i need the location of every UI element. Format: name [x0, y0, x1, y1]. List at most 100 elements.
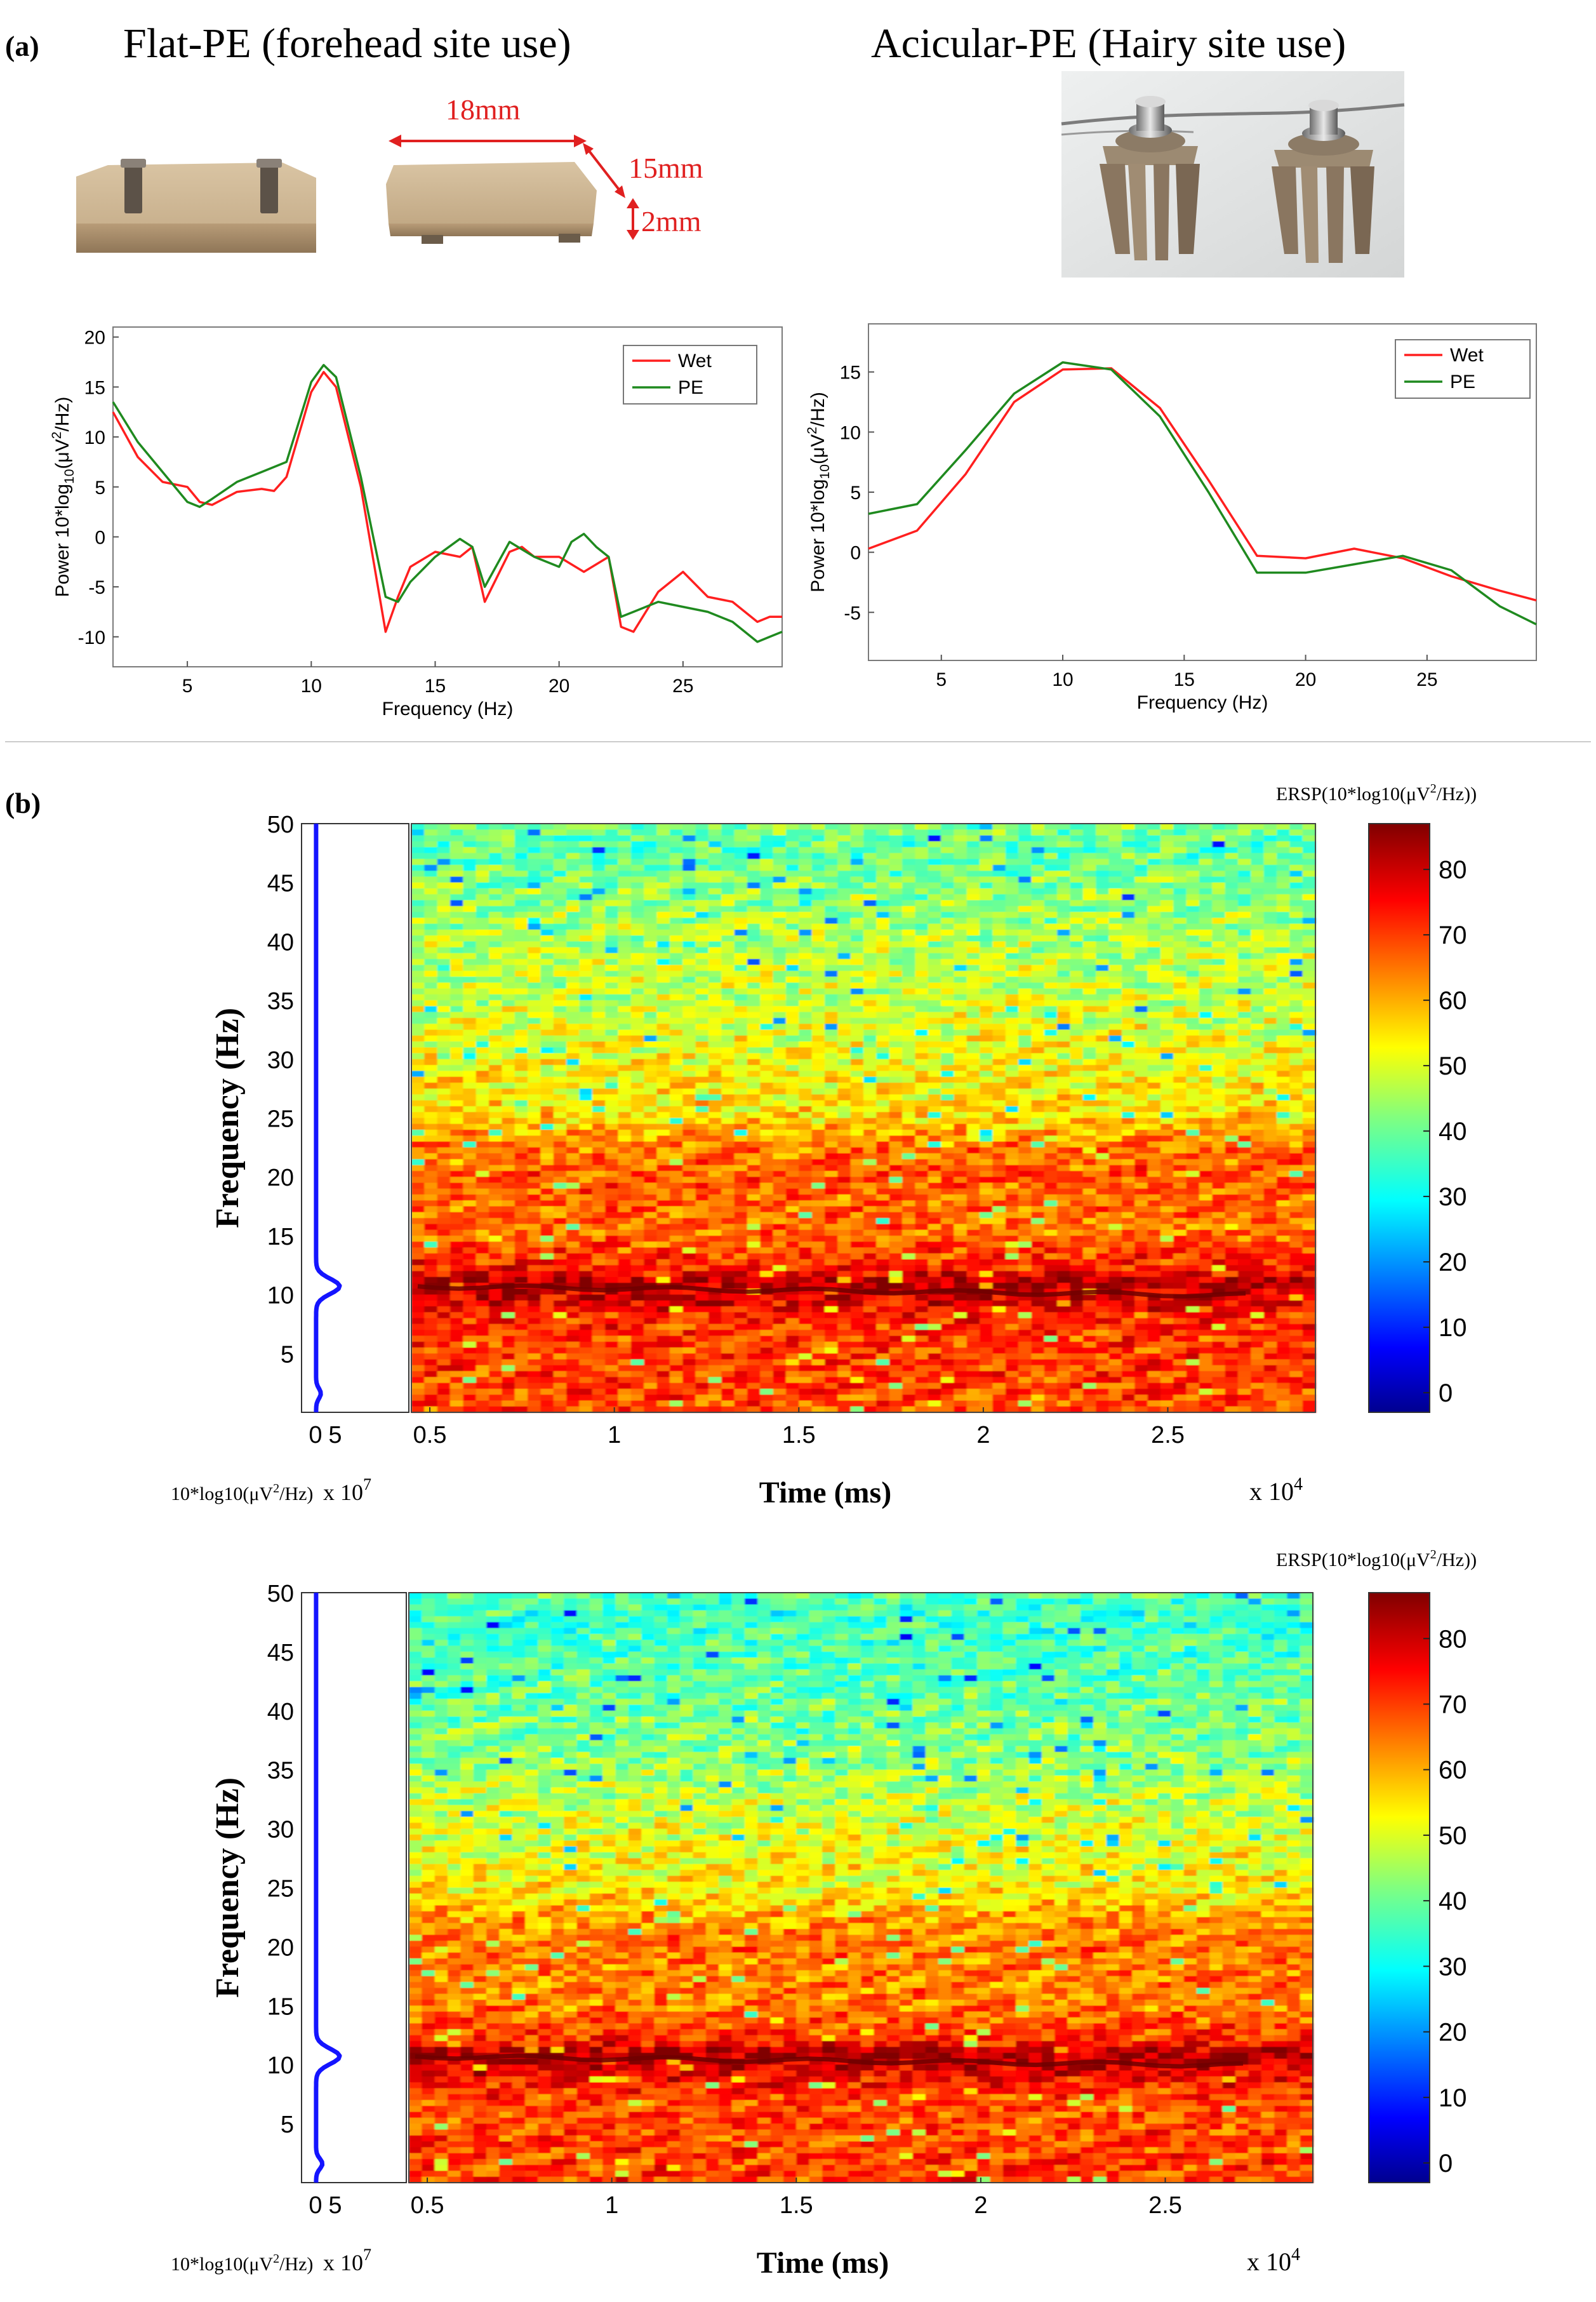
heatmap-cell [489, 1047, 503, 1054]
heatmap-cell [1121, 953, 1136, 960]
heatmap-cell [644, 1177, 658, 1184]
heatmap-cell [992, 1076, 1006, 1083]
heatmap-cell [825, 1006, 839, 1013]
heatmap-cell [1225, 1029, 1239, 1036]
heatmap-cell [876, 935, 890, 942]
heatmap-cell [1031, 894, 1045, 901]
heatmap-cell [1173, 1006, 1187, 1013]
heatmap-cell [424, 1047, 438, 1054]
heatmap-cell [760, 900, 774, 907]
heatmap-cell [721, 1153, 735, 1160]
heatmap-cell [566, 947, 580, 954]
heatmap-cell [1121, 1035, 1136, 1042]
heatmap-cell [811, 982, 825, 989]
legend [1395, 339, 1531, 399]
heatmap-cell [1108, 1194, 1122, 1201]
heatmap-cell [1070, 1053, 1084, 1060]
heatmap-cell [902, 929, 916, 937]
heatmap-cell [463, 847, 477, 854]
heatmap-cell [889, 859, 903, 866]
heatmap-cell [528, 1170, 542, 1178]
heatmap-cell [1289, 1123, 1303, 1130]
heatmap-cell [811, 1153, 825, 1160]
heatmap-cell [1134, 1006, 1148, 1013]
heatmap-cell [644, 929, 658, 937]
heatmap-cell [1237, 829, 1252, 836]
x-tick-label: 25 [672, 676, 693, 697]
heatmap-cell [475, 1035, 489, 1042]
heatmap-cell [734, 876, 748, 883]
heatmap-cell [528, 900, 542, 907]
heatmap-cell [1134, 1088, 1148, 1095]
heatmap-cell [928, 929, 941, 937]
heatmap-cell [785, 912, 800, 919]
heatmap-cell [605, 923, 619, 930]
y-tick-label: 0 [850, 543, 861, 564]
heatmap-cell [540, 935, 554, 942]
heatmap-cell [1134, 1017, 1148, 1025]
heatmap-cell [889, 1041, 903, 1048]
heatmap-cell [1289, 1065, 1303, 1072]
heatmap-cell [1057, 1076, 1071, 1083]
heatmap-cell [1173, 988, 1187, 995]
heatmap-cell [1173, 1177, 1187, 1184]
heatmap-cell [528, 1017, 542, 1025]
heatmap-cell [734, 1212, 748, 1219]
heatmap-cell [747, 894, 761, 901]
heatmap-cell [992, 1212, 1006, 1219]
heatmap-cell [592, 1006, 606, 1013]
heatmap-cell [695, 1100, 709, 1107]
heatmap-cell [579, 1182, 593, 1189]
heatmap-cell [799, 853, 813, 860]
heatmap-cell [1263, 965, 1277, 972]
heatmap-cell [695, 876, 709, 883]
heatmap-cell [941, 953, 955, 960]
heatmap-cell [579, 1212, 593, 1219]
heatmap-cell [1302, 864, 1316, 872]
heatmap-cell [747, 829, 761, 836]
heatmap-cell [1044, 1118, 1058, 1125]
heatmap-cell [1044, 1170, 1058, 1178]
heatmap-cell [1173, 1017, 1187, 1025]
heatmap-cell [889, 871, 903, 878]
heatmap-cell [1044, 929, 1058, 937]
heatmap-cell [656, 876, 670, 883]
heatmap-cell [656, 1065, 670, 1072]
heatmap-cell [1096, 888, 1110, 895]
heatmap-cell [1018, 1029, 1032, 1036]
heatmap-cell [980, 853, 994, 860]
heatmap-cell [1225, 841, 1239, 848]
heatmap-cell [1225, 888, 1239, 895]
heatmap-cell [708, 847, 722, 854]
heatmap-cell [708, 1071, 722, 1078]
heatmap-cell [1160, 859, 1174, 866]
heatmap-cell [411, 1170, 425, 1178]
heatmap-cell [695, 864, 709, 872]
heatmap-cell [540, 1076, 554, 1083]
heatmap-cell [682, 1135, 696, 1142]
heatmap-cell [528, 1182, 542, 1189]
heatmap-cell [502, 1188, 515, 1195]
heatmap-cell [1057, 923, 1071, 930]
heatmap-cell [1186, 1135, 1200, 1142]
heatmap-cell [850, 923, 864, 930]
heatmap-cell [579, 965, 593, 972]
heatmap-cell [1044, 894, 1058, 901]
heatmap-cell [850, 1082, 864, 1090]
heatmap-cell [1277, 900, 1291, 907]
heatmap-cell [682, 1159, 696, 1166]
heatmap-cell [980, 1118, 994, 1125]
heatmap-cell [605, 959, 619, 966]
heatmap-cell [747, 1218, 761, 1225]
heatmap-cell [760, 953, 774, 960]
heatmap-cell [992, 1194, 1006, 1201]
heatmap-cell [424, 959, 438, 966]
heatmap-cell [1147, 988, 1161, 995]
heatmap-cell [1160, 1024, 1174, 1031]
heatmap-cell [1108, 929, 1122, 937]
heatmap-cell [1108, 959, 1122, 966]
heatmap-cell [992, 1041, 1006, 1048]
heatmap-cell [811, 1065, 825, 1072]
heatmap-cell [605, 953, 619, 960]
heatmap-cell [1289, 982, 1303, 989]
